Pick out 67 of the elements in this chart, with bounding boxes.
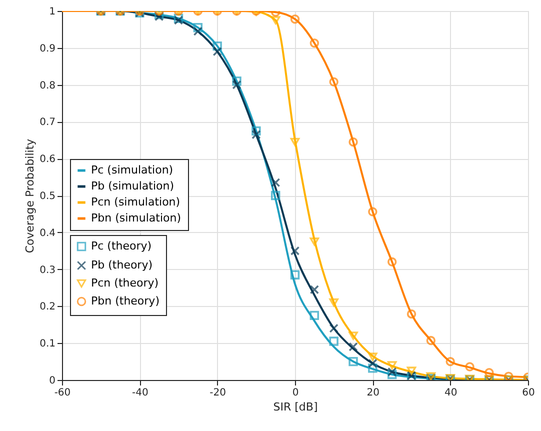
legend-label: Pc (theory) [91,240,152,252]
y-tick-label: 0.2 [40,302,56,313]
point [290,138,300,146]
x-tick-label: 40 [444,388,458,398]
x-tick-label: -20 [210,388,226,398]
point [290,270,300,280]
point [348,332,358,340]
y-tick-label: 0.9 [40,43,56,54]
point [290,14,300,24]
legend-label: Pb (simulation) [91,180,174,192]
point [484,368,494,378]
legend-label: Pb (theory) [91,258,153,272]
y-tick-label: 0.5 [40,191,56,202]
point [465,362,474,372]
point [270,178,280,188]
y-tick-label: 0.1 [40,338,56,350]
y-tick-label: 0.4 [40,228,56,239]
point [232,76,242,86]
point [329,298,338,307]
legend-label: Pbn (simulation) [91,212,182,224]
point [252,126,261,136]
point [387,257,397,267]
point [348,342,358,352]
x-tick-label: 20 [366,388,380,398]
point [232,80,242,90]
y-axis-title: Coverage Probability [24,138,37,254]
y-tick-label: 0.8 [40,80,56,92]
y-tick-label: 0.3 [40,264,56,276]
point [212,46,222,56]
point [387,370,397,380]
legend-label: Pcn (theory) [91,276,159,290]
point [446,356,455,366]
y-tick-label: 0.6 [40,154,56,166]
point [252,130,261,140]
y-tick-label: 1 [49,6,56,18]
legend-label: Pc (simulation) [91,164,174,176]
x-tick-label: -40 [132,388,148,398]
x-tick-label: 0 [292,388,299,398]
y-tick-label: 0 [49,376,56,386]
point [290,246,300,256]
point [368,207,378,216]
point [270,190,280,200]
point [387,367,397,376]
point [310,38,320,48]
point [310,284,320,294]
point [310,238,320,246]
point [368,364,378,373]
point [406,309,416,319]
point [310,310,320,320]
point [387,361,397,370]
point [348,137,358,147]
legend-label: Pbn (theory) [91,294,160,308]
legend-label: Pcn (simulation) [91,196,180,208]
point [212,41,222,51]
x-axis-title: SIR [dB] [273,400,318,414]
point [329,336,338,346]
point [504,372,514,380]
x-tick-label: 60 [522,388,535,398]
x-tick-label: -60 [54,388,71,398]
point [329,324,338,333]
point [426,336,436,346]
point [348,356,358,366]
point [368,352,378,361]
point [406,366,416,375]
point [329,77,338,86]
y-tick-label: 0.7 [40,117,56,128]
point [368,358,378,368]
